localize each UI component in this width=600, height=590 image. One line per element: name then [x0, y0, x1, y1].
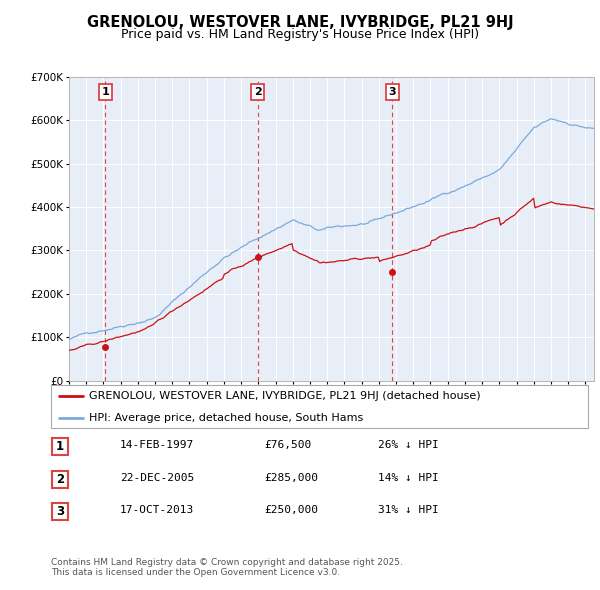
Text: 22-DEC-2005: 22-DEC-2005	[120, 473, 194, 483]
Text: 31% ↓ HPI: 31% ↓ HPI	[378, 506, 439, 515]
Text: GRENOLOU, WESTOVER LANE, IVYBRIDGE, PL21 9HJ: GRENOLOU, WESTOVER LANE, IVYBRIDGE, PL21…	[86, 15, 514, 30]
Text: 26% ↓ HPI: 26% ↓ HPI	[378, 441, 439, 450]
Text: 17-OCT-2013: 17-OCT-2013	[120, 506, 194, 515]
Text: £76,500: £76,500	[264, 441, 311, 450]
Text: Contains HM Land Registry data © Crown copyright and database right 2025.
This d: Contains HM Land Registry data © Crown c…	[51, 558, 403, 577]
Text: £250,000: £250,000	[264, 506, 318, 515]
Text: GRENOLOU, WESTOVER LANE, IVYBRIDGE, PL21 9HJ (detached house): GRENOLOU, WESTOVER LANE, IVYBRIDGE, PL21…	[89, 391, 480, 401]
Text: 3: 3	[56, 505, 64, 518]
FancyBboxPatch shape	[51, 385, 588, 428]
Text: 14-FEB-1997: 14-FEB-1997	[120, 441, 194, 450]
Text: Price paid vs. HM Land Registry's House Price Index (HPI): Price paid vs. HM Land Registry's House …	[121, 28, 479, 41]
FancyBboxPatch shape	[52, 438, 68, 455]
Text: HPI: Average price, detached house, South Hams: HPI: Average price, detached house, Sout…	[89, 414, 363, 424]
Text: £285,000: £285,000	[264, 473, 318, 483]
Text: 2: 2	[56, 473, 64, 486]
Text: 14% ↓ HPI: 14% ↓ HPI	[378, 473, 439, 483]
FancyBboxPatch shape	[52, 471, 68, 487]
Text: 1: 1	[56, 440, 64, 453]
Text: 2: 2	[254, 87, 262, 97]
FancyBboxPatch shape	[52, 503, 68, 520]
Text: 1: 1	[101, 87, 109, 97]
Text: 3: 3	[389, 87, 396, 97]
